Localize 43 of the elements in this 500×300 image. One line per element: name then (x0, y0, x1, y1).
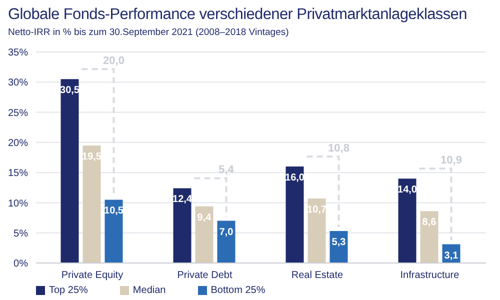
data-label: 5,3 (332, 237, 346, 248)
y-tick-label: 15% (8, 168, 28, 180)
bar (308, 198, 326, 263)
y-tick-label: 35% (8, 48, 28, 59)
bar (173, 188, 192, 263)
legend-label: Top 25% (49, 285, 88, 296)
y-tick-label: 20% (8, 138, 28, 149)
y-tick-label: 30% (8, 78, 28, 89)
x-tick-label: Infrastructure (400, 270, 460, 282)
bar (398, 178, 416, 263)
annotation: 20,0 (103, 55, 124, 68)
bar (217, 220, 236, 263)
data-label: 14,0 (398, 184, 418, 196)
data-label: 19,5 (82, 151, 102, 162)
x-tick-label: Private Equity (61, 270, 124, 282)
bar (82, 145, 101, 263)
annotation: 5,4 (218, 164, 235, 176)
bar (60, 79, 79, 263)
y-tick-label: 0% (14, 258, 28, 270)
data-label: 8,6 (422, 217, 437, 228)
x-tick-label: Private Debt (177, 270, 232, 282)
data-label: 9,4 (197, 212, 212, 224)
legend-label: Median (132, 285, 166, 296)
bar (420, 211, 438, 263)
data-label: 10,5 (104, 206, 124, 217)
data-label: 3,1 (444, 250, 459, 262)
chart-title: Globale Fonds-Performance verschiedener Privatmarktanlageklassen (8, 6, 467, 24)
bar (195, 206, 214, 263)
chart-subtitle: Netto-IRR in % bis zum 30.September 2021 (2008–2018 Vintages) (8, 27, 289, 38)
y-tick-label: 5% (14, 228, 28, 240)
y-tick-label: 10% (8, 198, 28, 210)
data-label: 30,5 (60, 85, 80, 96)
data-label: 7,0 (219, 226, 234, 238)
annotation: 10,9 (440, 154, 462, 167)
x-tick-label: Real Estate (291, 270, 344, 282)
bar (104, 200, 123, 263)
legend-label: Bottom 25% (210, 285, 266, 296)
y-tick-label: 25% (8, 108, 28, 119)
data-label: 10,7 (307, 204, 327, 216)
data-label: 12,4 (172, 194, 192, 206)
annotation: 10,8 (328, 142, 350, 155)
data-label: 16,0 (285, 172, 305, 184)
bar (286, 166, 304, 263)
